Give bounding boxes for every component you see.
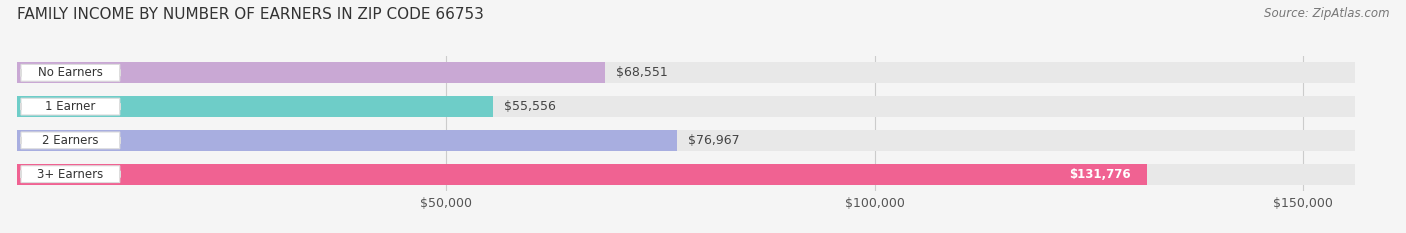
- Text: 1 Earner: 1 Earner: [45, 100, 96, 113]
- Text: $131,776: $131,776: [1069, 168, 1130, 181]
- Bar: [17, 130, 676, 151]
- Text: 3+ Earners: 3+ Earners: [38, 168, 104, 181]
- Bar: [17, 164, 1355, 185]
- Bar: [17, 164, 1147, 185]
- Text: 2 Earners: 2 Earners: [42, 134, 98, 147]
- Bar: [17, 62, 1355, 83]
- FancyBboxPatch shape: [21, 166, 120, 182]
- Text: $76,967: $76,967: [688, 134, 740, 147]
- Bar: [17, 96, 1355, 117]
- Bar: [17, 130, 1355, 151]
- Bar: [17, 62, 605, 83]
- Text: No Earners: No Earners: [38, 66, 103, 79]
- FancyBboxPatch shape: [1054, 166, 1144, 182]
- FancyBboxPatch shape: [21, 132, 120, 149]
- Text: $68,551: $68,551: [616, 66, 668, 79]
- FancyBboxPatch shape: [21, 98, 120, 115]
- Text: $55,556: $55,556: [505, 100, 557, 113]
- Text: FAMILY INCOME BY NUMBER OF EARNERS IN ZIP CODE 66753: FAMILY INCOME BY NUMBER OF EARNERS IN ZI…: [17, 7, 484, 22]
- Text: Source: ZipAtlas.com: Source: ZipAtlas.com: [1264, 7, 1389, 20]
- FancyBboxPatch shape: [21, 65, 120, 81]
- Bar: [17, 96, 494, 117]
